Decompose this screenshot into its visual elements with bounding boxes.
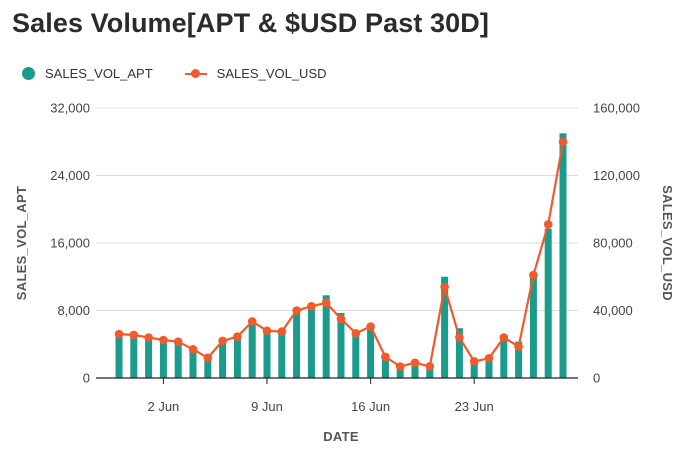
line-point [159,335,168,345]
bar [470,358,478,378]
x-tick-label: 23 Jun [455,399,494,414]
axes: 0 8,000 16,000 24,000 32,000 0 40,000 80,000 120… [50,101,640,415]
y-right-tick-label: 80,000 [593,236,633,251]
bar [381,354,389,378]
line-point [455,333,464,342]
line-point [114,329,124,339]
line-point [440,282,449,292]
bar [322,295,330,378]
bar [544,228,552,378]
y-left-tick-label: 16,000 [50,236,90,251]
line-point [203,353,213,363]
y-left-tick-label: 32,000 [50,101,90,116]
bar-series-apt [115,133,567,378]
bar [441,276,449,378]
bar [130,334,138,378]
bar [455,328,463,378]
bar [529,273,537,378]
legend-item-usd[interactable]: SALES_VOL_USD [184,66,327,81]
bar [307,308,315,378]
line-point [233,332,242,341]
line-point [514,342,523,351]
bar [248,322,256,378]
legend: SALES_VOL_APT SALES_VOL_USD [22,66,359,81]
line-point [410,358,420,368]
y-axis-left-title: SALES_VOL_APT [14,186,29,300]
x-tick-label: 16 Jun [351,399,390,414]
bar [485,357,493,378]
bar [145,337,153,378]
bar [426,363,434,378]
line-point [469,357,479,366]
line-point [307,301,316,311]
line-point [381,352,390,362]
bar [115,333,123,378]
line-point [543,220,553,229]
x-tick-label: 2 Jun [147,399,179,414]
line-point [277,327,287,336]
line-point [366,322,375,331]
bar [263,331,271,378]
chart-title: Sales Volume[APT & $USD Past 30D] [12,8,489,38]
legend-item-apt[interactable]: SALES_VOL_APT [22,66,153,81]
bar [367,325,375,378]
bar [233,336,241,378]
bar [396,364,404,378]
bar [352,333,360,378]
gridlines [96,107,578,311]
line-point [144,333,153,342]
line-point [351,328,361,338]
y-right-tick-label: 0 [593,371,600,386]
line-point [558,137,568,147]
legend-label-apt: SALES_VOL_APT [45,66,153,81]
line-point [499,333,509,342]
y-left-tick-label: 24,000 [50,168,90,183]
line-point [292,306,301,315]
line-point [262,326,272,336]
line-point [129,330,139,340]
bar [337,313,345,378]
line-point [336,314,346,324]
line-point [247,317,257,326]
line-point [173,337,183,347]
line-point [321,298,331,308]
bar [174,341,182,378]
legend-label-usd: SALES_VOL_USD [216,66,327,81]
legend-swatch-usd [184,67,207,80]
line-series-usd [114,137,568,371]
line-point [395,362,405,371]
line-point [218,336,227,346]
bar [219,340,227,378]
bar [559,133,567,378]
bar [159,339,167,378]
line-point [529,270,538,280]
y-axis-right-title: SALES_VOL_USD [660,185,675,301]
y-right-tick-label: 40,000 [593,303,633,318]
line-point [425,362,435,371]
bar [189,349,197,378]
y-left-tick-label: 0 [83,371,90,386]
bar [278,332,286,378]
bar [515,341,523,378]
bar [293,311,301,378]
x-axis-title: DATE [323,429,359,444]
bar [411,361,419,378]
y-right-tick-label: 120,000 [593,168,640,183]
x-tick-label: 9 Jun [251,399,283,414]
line-point [188,345,198,354]
legend-swatch-apt [22,67,35,80]
y-right-tick-label: 160,000 [593,101,640,116]
y-left-tick-label: 8,000 [57,303,90,318]
line-point [484,353,494,363]
bar [204,357,212,378]
bar [500,337,508,378]
